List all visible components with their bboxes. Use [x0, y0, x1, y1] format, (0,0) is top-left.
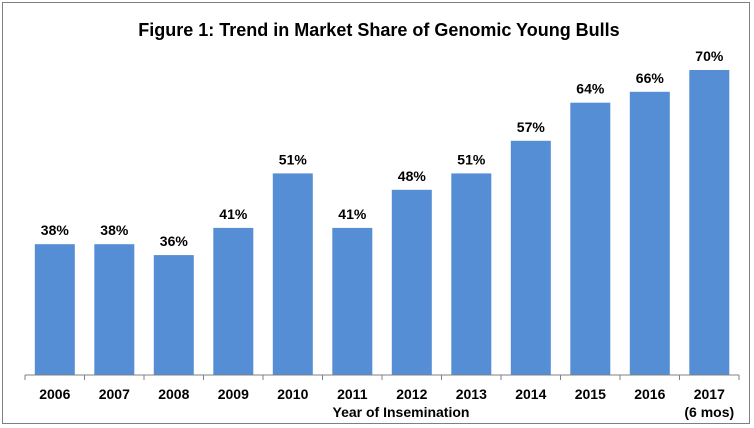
bar-2009	[213, 227, 254, 375]
bar-2008	[153, 255, 194, 375]
data-label-2009: 41%	[219, 206, 248, 222]
x-tick-label-2007: 2007	[99, 386, 130, 402]
x-tick-label-2010: 2010	[277, 386, 308, 402]
x-tick-label-2009: 2009	[218, 386, 249, 402]
x-tick-label-2017: 2017	[694, 386, 725, 402]
bar-2013	[451, 173, 492, 375]
chart-title: Figure 1: Trend in Market Share of Genom…	[138, 20, 619, 40]
x-tick-label-2011: 2011	[337, 386, 368, 402]
bar-2015	[570, 102, 611, 375]
bar-2011	[332, 227, 373, 375]
bar-2012	[391, 189, 432, 375]
data-label-2015: 64%	[576, 81, 605, 97]
x-tick-label-2015: 2015	[575, 386, 606, 402]
x-tick-label-2014: 2014	[515, 386, 546, 402]
data-label-2017: 70%	[695, 48, 724, 64]
bar-group	[34, 70, 730, 376]
bar-2014	[510, 140, 551, 375]
data-label-2010: 51%	[279, 151, 308, 167]
bar-2007	[94, 244, 135, 375]
data-label-2006: 38%	[41, 222, 70, 238]
bar-2010	[272, 173, 313, 375]
x-axis-label: Year of Insemination	[333, 404, 470, 420]
data-label-2011: 41%	[338, 206, 367, 222]
x-tick-sublabel-2017: (6 mos)	[684, 404, 734, 420]
data-label-2007: 38%	[100, 222, 129, 238]
data-label-2016: 66%	[636, 70, 665, 86]
x-tick-label-2012: 2012	[396, 386, 427, 402]
bar-2016	[629, 91, 670, 376]
bar-2006	[34, 244, 75, 375]
x-tick-label-2006: 2006	[39, 386, 70, 402]
data-label-2012: 48%	[398, 168, 427, 184]
x-tick-label-2008: 2008	[158, 386, 189, 402]
data-label-2008: 36%	[160, 233, 189, 249]
bar-chart: Figure 1: Trend in Market Share of Genom…	[24, 20, 740, 420]
data-label-group: 38% 38% 36% 41% 51% 41% 48% 51% 57% 64% 66% 70%	[41, 48, 724, 249]
data-label-2013: 51%	[457, 151, 486, 167]
x-tick-group	[24, 375, 740, 380]
x-tick-label-2016: 2016	[634, 386, 665, 402]
data-label-2014: 57%	[517, 119, 546, 135]
x-tick-label-2013: 2013	[456, 386, 487, 402]
chart-frame: Figure 1: Trend in Market Share of Genom…	[2, 2, 750, 424]
x-tick-label-group: 2006 2007 2008 2009 2010 2011 2012 2013 2014 2015…	[39, 386, 734, 420]
bar-2017	[689, 70, 730, 375]
